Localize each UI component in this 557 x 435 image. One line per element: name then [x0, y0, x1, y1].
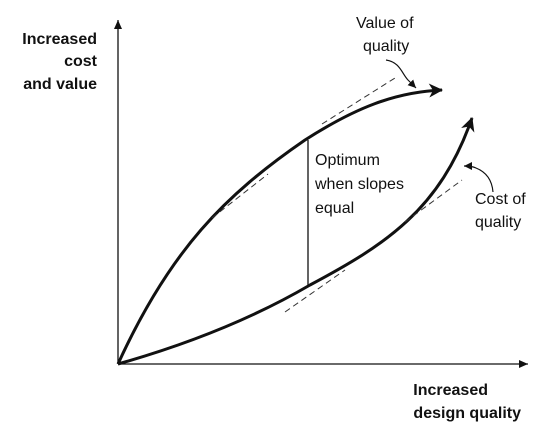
value-label-line-2: quality	[363, 38, 409, 55]
x-axis-label-line-1: Increased	[413, 382, 488, 399]
y-axis-label-line-2: cost	[64, 53, 98, 70]
value-tangent-lower	[211, 173, 269, 219]
cost-tangent-lower	[284, 269, 346, 313]
optimum-label-line-3: equal	[315, 200, 354, 217]
cost-label-line-2: quality	[475, 214, 521, 231]
y-axis-label-line-3: and value	[23, 76, 97, 93]
value-tangent-upper	[321, 77, 396, 125]
optimum-label-line-2: when slopes	[314, 176, 404, 193]
x-axis-label-line-2: design quality	[413, 405, 521, 422]
cost-of-quality-curve	[117, 117, 475, 366]
value-of-quality-curve	[116, 83, 443, 365]
value-leader-arrow	[385, 59, 417, 89]
cost-tangent-upper	[404, 179, 463, 223]
value-label-line-1: Value of	[356, 15, 414, 32]
cost-leader-arrow	[463, 162, 494, 193]
optimum-label-line-1: Optimum	[315, 152, 380, 169]
cost-label-line-1: Cost of	[475, 191, 526, 208]
y-axis-label-line-1: Increased	[22, 31, 97, 48]
